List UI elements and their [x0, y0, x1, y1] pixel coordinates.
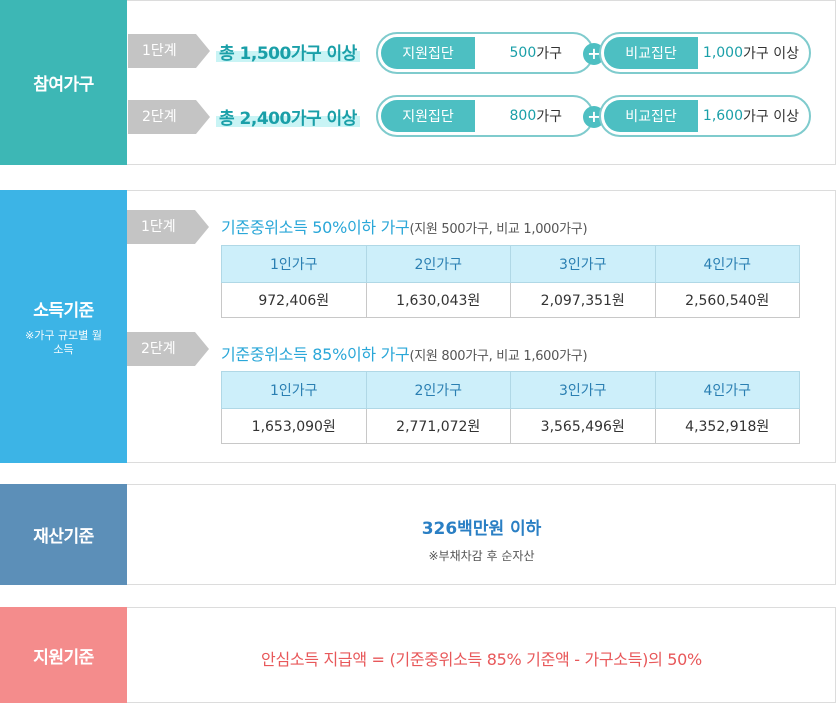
table-header-cell: 4인가구 — [654, 245, 800, 283]
income-title: 소득기준 — [33, 301, 94, 321]
total-households: 총 2,400가구 이상 — [216, 104, 360, 129]
table-row: 972,406원 1,630,043원 2,097,351원 2,560,540… — [221, 282, 800, 318]
table-header-cell: 4인가구 — [654, 371, 800, 409]
support-title: 지원기준 — [33, 647, 94, 668]
stage-1-tag: 1단계 — [128, 34, 210, 68]
compare-group-pill: 비교집단 1,000 가구 이상 — [599, 32, 811, 74]
compare-group-label: 비교집단 — [604, 100, 698, 132]
support-label-box: 지원기준 — [0, 607, 127, 703]
property-title: 재산기준 — [33, 527, 94, 547]
table-header-row: 1인가구 2인가구 3인가구 4인가구 — [221, 245, 800, 283]
support-section: 지원기준 안심소득 지급액 = (기준중위소득 85% 기준액 - 가구소득)의… — [0, 607, 836, 703]
stage-2-tag: 2단계 — [128, 100, 210, 134]
compare-group-pill: 비교집단 1,600 가구 이상 — [599, 95, 811, 137]
income-stage-1-tag: 1단계 — [127, 210, 209, 244]
table-cell: 3,565,496원 — [510, 408, 656, 444]
property-label-box: 재산기준 — [0, 484, 127, 585]
table-cell: 1,630,043원 — [365, 282, 511, 318]
table-header-cell: 3인가구 — [510, 245, 656, 283]
participation-title: 참여가구 — [33, 75, 94, 95]
table-header-cell: 2인가구 — [365, 245, 511, 283]
income-table-1: 1인가구 2인가구 3인가구 4인가구 972,406원 1,630,043원 … — [221, 245, 800, 318]
compare-group-value: 1,600 가구 이상 — [702, 108, 799, 125]
income-subtitle: ※가구 규모별 월소득 — [25, 329, 102, 356]
property-value: 326백만원 이하 — [421, 519, 542, 539]
stage-label: 1단계 — [128, 34, 196, 68]
income-stage-1-title: 기준중위소득 50%이하 가구(지원 500가구, 비교 1,000가구) — [221, 218, 588, 237]
stage-arrow-icon — [195, 210, 209, 244]
table-cell: 972,406원 — [221, 282, 367, 318]
income-stage-2-tag: 2단계 — [127, 332, 209, 366]
table-row: 1,653,090원 2,771,072원 3,565,496원 4,352,9… — [221, 408, 800, 444]
table-header-row: 1인가구 2인가구 3인가구 4인가구 — [221, 371, 800, 409]
table-cell: 2,560,540원 — [654, 282, 800, 318]
stage-label: 2단계 — [128, 100, 196, 134]
stage-arrow-icon — [195, 332, 209, 366]
property-section: 재산기준 326백만원 이하 ※부채차감 후 순자산 — [0, 484, 836, 585]
table-cell: 2,097,351원 — [510, 282, 656, 318]
support-group-pill: 지원집단 500 가구 — [376, 32, 594, 74]
stage-label: 2단계 — [127, 332, 195, 366]
support-group-label: 지원집단 — [381, 100, 475, 132]
participation-section: 참여가구 1단계 총 1,500가구 이상 지원집단 500 가구 + 비교집단 … — [0, 0, 836, 165]
table-header-cell: 1인가구 — [221, 245, 367, 283]
stage-label: 1단계 — [127, 210, 195, 244]
support-formula: 안심소득 지급액 = (기준중위소득 85% 기준액 - 가구소득)의 50% — [261, 650, 702, 669]
total-households: 총 1,500가구 이상 — [216, 39, 360, 64]
table-header-cell: 2인가구 — [365, 371, 511, 409]
stage-arrow-icon — [196, 34, 210, 68]
compare-group-value: 1,000 가구 이상 — [702, 45, 799, 62]
support-group-pill: 지원집단 800 가구 — [376, 95, 594, 137]
table-cell: 4,352,918원 — [654, 408, 800, 444]
participation-label-box: 참여가구 — [0, 0, 127, 165]
compare-group-label: 비교집단 — [604, 37, 698, 69]
table-cell: 2,771,072원 — [365, 408, 511, 444]
income-table-2: 1인가구 2인가구 3인가구 4인가구 1,653,090원 2,771,072… — [221, 371, 800, 444]
income-label-box: 소득기준 ※가구 규모별 월소득 — [0, 190, 127, 463]
stage-arrow-icon — [196, 100, 210, 134]
income-stage-2-title: 기준중위소득 85%이하 가구(지원 800가구, 비교 1,600가구) — [221, 345, 588, 364]
table-header-cell: 3인가구 — [510, 371, 656, 409]
support-group-value: 500 가구 — [509, 45, 563, 62]
support-group-label: 지원집단 — [381, 37, 475, 69]
property-note: ※부채차감 후 순자산 — [428, 549, 535, 563]
table-header-cell: 1인가구 — [221, 371, 367, 409]
table-cell: 1,653,090원 — [221, 408, 367, 444]
support-group-value: 800 가구 — [509, 108, 563, 125]
